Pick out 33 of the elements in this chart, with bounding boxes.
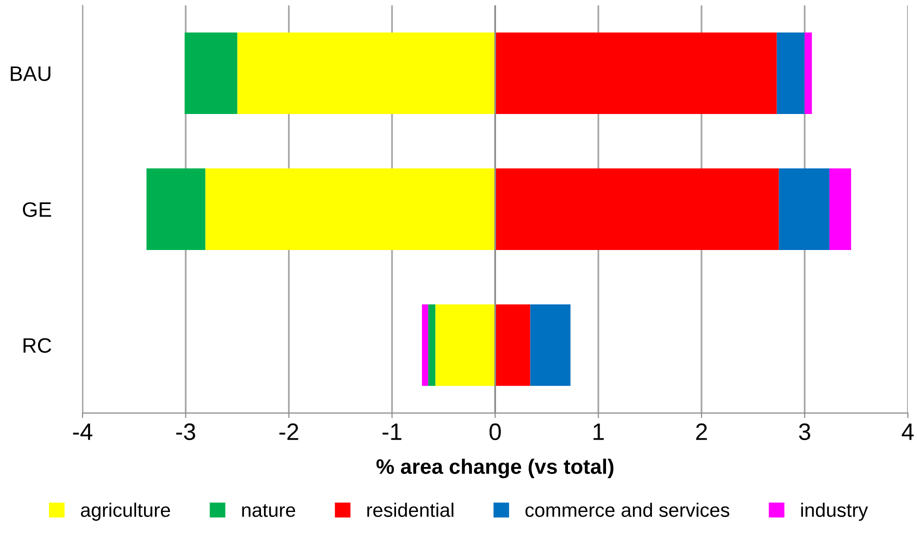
bar: [422, 304, 428, 386]
bar: [495, 32, 777, 114]
bar: [184, 32, 238, 114]
bar: [530, 304, 570, 386]
legend-label: industry: [801, 502, 868, 521]
x-tick-label: -1: [382, 424, 402, 440]
x-axis-title: % area change (vs total): [376, 458, 614, 478]
y-tick-label: RC: [24, 338, 52, 353]
x-tick-label: 2: [696, 423, 707, 440]
y-tick-label: GE: [22, 202, 52, 217]
x-tick-label: 1: [594, 424, 604, 440]
bar: [776, 32, 805, 114]
x-tick-label: 3: [799, 423, 810, 440]
x-tick-label: 0: [490, 423, 501, 440]
y-tick-label: BAU: [10, 66, 50, 82]
bar: [829, 168, 852, 250]
x-tick-label: -2: [279, 423, 298, 440]
bar: [146, 168, 206, 250]
bar: [778, 168, 830, 250]
legend-label: agriculture: [80, 502, 170, 521]
bar: [428, 304, 436, 386]
bar: [435, 304, 496, 386]
legend-label: nature: [242, 504, 296, 517]
bar: [205, 168, 496, 250]
bar: [237, 32, 496, 114]
bar: [495, 168, 779, 250]
legend-label: residential: [367, 502, 454, 517]
x-tick-label: 4: [902, 424, 914, 440]
x-tick-label: -4: [73, 424, 92, 440]
x-tick-label: -3: [176, 423, 196, 440]
bar: [804, 32, 812, 114]
bar: [495, 304, 530, 386]
legend-label: commerce and services: [525, 502, 730, 517]
